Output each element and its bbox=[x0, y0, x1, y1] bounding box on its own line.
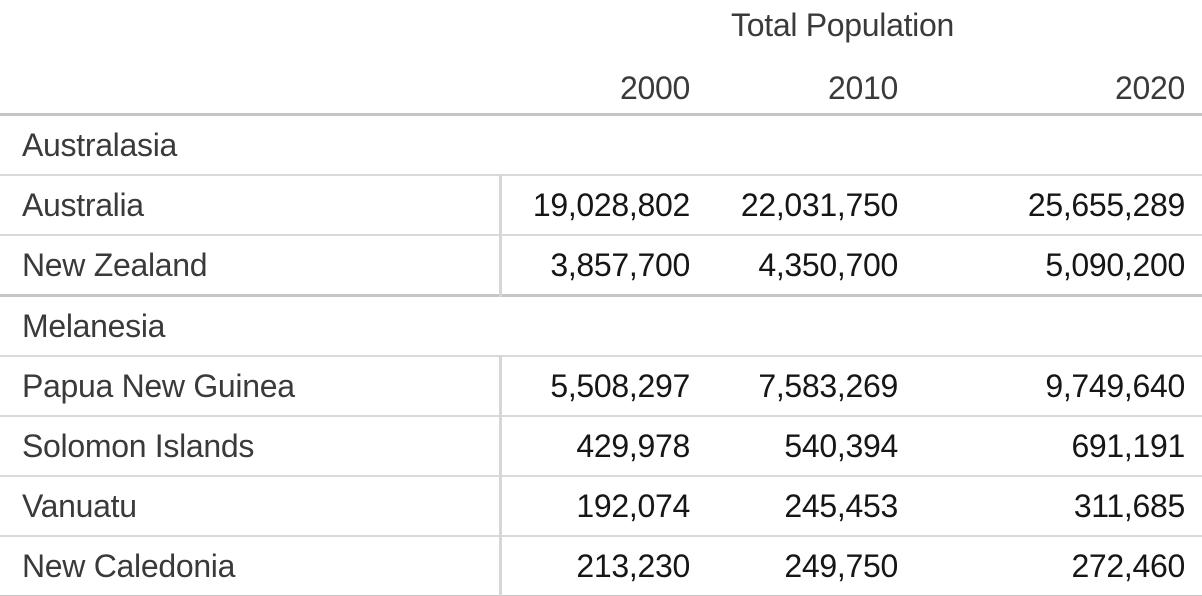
table-row-new-caledonia: New Caledonia 213,230 249,750 272,460 bbox=[0, 536, 1202, 596]
table-row-new-zealand: New Zealand 3,857,700 4,350,700 5,090,20… bbox=[0, 235, 1202, 296]
country-label: Australia bbox=[0, 175, 502, 235]
table-row-australia: Australia 19,028,802 22,031,750 25,655,2… bbox=[0, 175, 1202, 235]
value-2010: 4,350,700 bbox=[758, 246, 898, 283]
year-header-row: 2000 2010 2020 bbox=[0, 50, 1202, 115]
region-label: Australasia bbox=[22, 126, 177, 163]
value-2020: 272,460 bbox=[1071, 547, 1186, 584]
table-row-papua-new-guinea: Papua New Guinea 5,508,297 7,583,269 9,7… bbox=[0, 356, 1202, 416]
country-label: Papua New Guinea bbox=[0, 356, 502, 416]
value-2000: 429,978 bbox=[576, 427, 690, 464]
value-2010: 22,031,750 bbox=[740, 186, 898, 223]
column-header-2020: 2020 bbox=[1115, 70, 1186, 106]
value-2000: 19,028,802 bbox=[532, 186, 690, 223]
value-2010: 540,394 bbox=[784, 427, 898, 464]
region-row-australasia: Australasia bbox=[0, 114, 1202, 175]
column-header-2010: 2010 bbox=[828, 70, 898, 106]
value-2020: 691,191 bbox=[1071, 427, 1186, 464]
country-label: New Zealand bbox=[0, 235, 502, 296]
value-2010: 245,453 bbox=[784, 487, 898, 524]
value-2010: 7,583,269 bbox=[758, 367, 898, 404]
country-label: Solomon Islands bbox=[0, 416, 502, 476]
table-row-vanuatu: Vanuatu 192,074 245,453 311,685 bbox=[0, 476, 1202, 536]
column-header-2000: 2000 bbox=[620, 70, 690, 106]
country-label: New Caledonia bbox=[0, 536, 502, 596]
header-spacer bbox=[0, 50, 500, 115]
value-2000: 213,230 bbox=[576, 547, 690, 584]
country-label: Vanuatu bbox=[0, 476, 502, 536]
region-row-melanesia: Melanesia bbox=[0, 295, 1202, 356]
value-2020: 9,749,640 bbox=[1045, 367, 1186, 404]
value-2000: 3,857,700 bbox=[550, 246, 690, 283]
table-body: Australasia Australia 19,028,802 22,031,… bbox=[0, 114, 1202, 596]
value-2020: 25,655,289 bbox=[1027, 186, 1186, 223]
value-2000: 5,508,297 bbox=[550, 367, 690, 404]
table-title-row: Total Population bbox=[0, 0, 1202, 50]
table-header: Total Population 2000 2010 2020 bbox=[0, 0, 1202, 115]
value-2020: 311,685 bbox=[1073, 487, 1186, 524]
value-2000: 192,074 bbox=[576, 487, 690, 524]
table-title: Total Population bbox=[731, 6, 954, 43]
value-2010: 249,750 bbox=[784, 547, 898, 584]
table-row-solomon-islands: Solomon Islands 429,978 540,394 691,191 bbox=[0, 416, 1202, 476]
value-2020: 5,090,200 bbox=[1045, 246, 1186, 283]
region-label: Melanesia bbox=[22, 307, 166, 344]
header-spacer bbox=[0, 0, 500, 50]
